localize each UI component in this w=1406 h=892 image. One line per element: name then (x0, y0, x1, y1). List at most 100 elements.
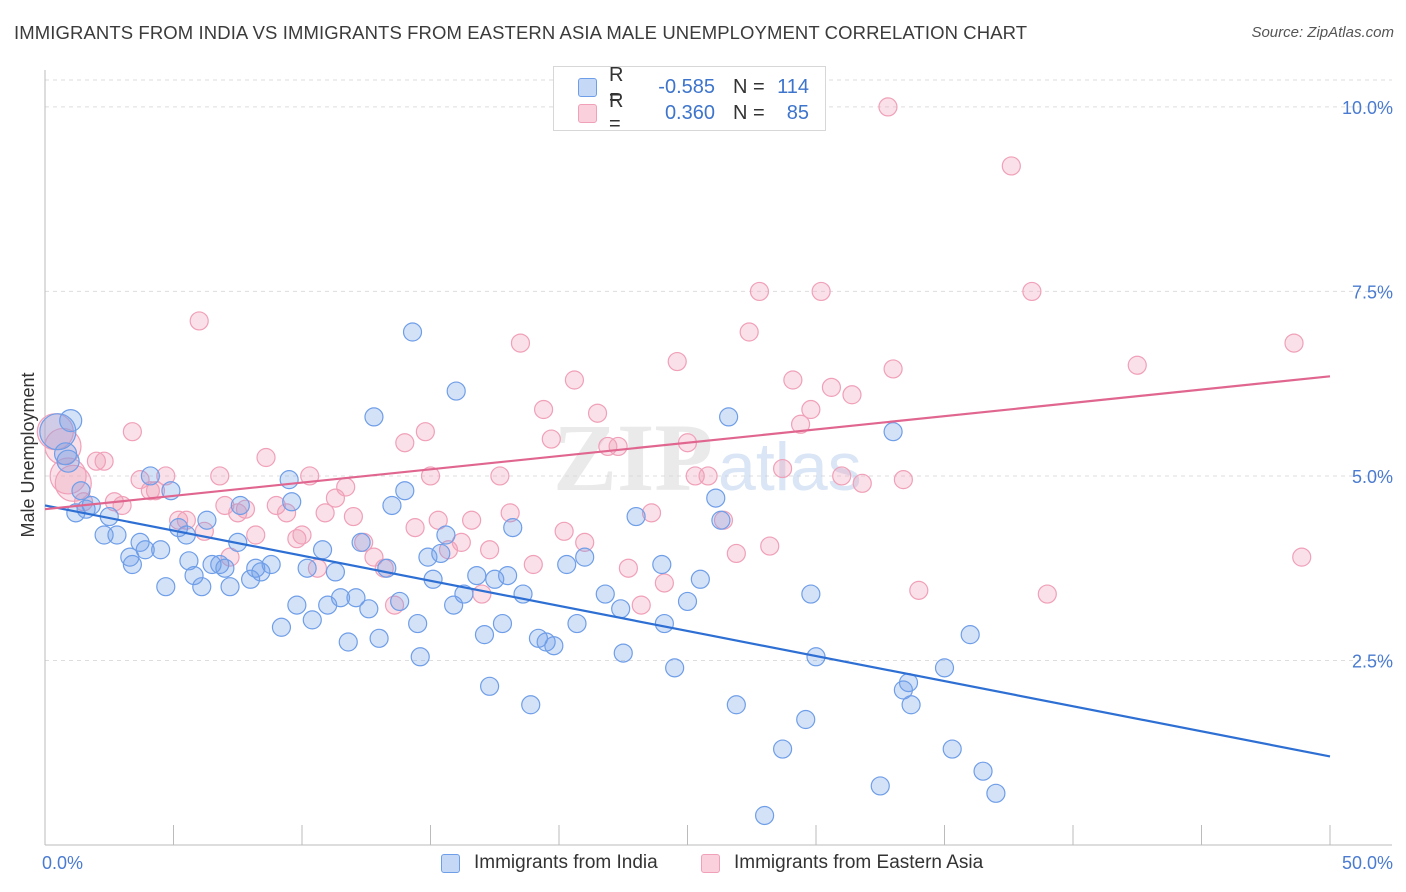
eastern-asia-point (189, 311, 209, 331)
eastern-asia-point (480, 540, 500, 560)
india-point (575, 547, 595, 567)
india-point (726, 695, 746, 715)
legend-r-value: 0.360 (664, 101, 715, 124)
india-point (613, 643, 633, 663)
watermark: ZIP atlas (553, 404, 862, 511)
eastern-asia-point (287, 529, 307, 549)
india-point (120, 547, 140, 567)
trend-lines (44, 375, 1331, 758)
eastern-asia-point (667, 351, 687, 372)
eastern-asia-swatch (701, 853, 720, 873)
eastern-asia-point (140, 481, 160, 501)
eastern-asia-point (395, 433, 415, 453)
india-points (39, 322, 1006, 826)
india-point (261, 554, 281, 575)
india-point (934, 658, 955, 678)
eastern-asia-points (36, 97, 1312, 615)
y-axis-label: Male Unemployment (18, 372, 38, 537)
india-point (485, 569, 505, 589)
eastern-asia-point (343, 506, 363, 527)
india-point (418, 547, 438, 567)
eastern-asia-point (490, 466, 510, 486)
india-point (215, 558, 235, 578)
chart-title: IMMIGRANTS FROM INDIA VS IMMIGRANTS FROM… (14, 22, 1028, 43)
legend-r-label: R = (609, 90, 624, 135)
india-point (796, 709, 816, 730)
india-point (359, 599, 379, 619)
india-point (338, 632, 358, 652)
india-point (302, 610, 322, 630)
legend-item-eastern-asia[interactable]: Immigrants from Eastern Asia (701, 852, 983, 874)
india-point (325, 562, 346, 582)
india-point (241, 569, 261, 589)
watermark-zip: ZIP (553, 404, 713, 511)
india-point (521, 695, 541, 715)
india-point (382, 495, 402, 516)
eastern-asia-point (415, 422, 435, 442)
india-point (297, 558, 317, 578)
eastern-asia-point (462, 510, 482, 530)
india-point (626, 506, 646, 527)
india-point (251, 562, 271, 582)
legend-n-value: 114 (777, 75, 809, 98)
india-point (197, 510, 217, 530)
india-point (446, 381, 466, 401)
eastern-asia-point (1292, 547, 1312, 567)
india-point (410, 647, 430, 667)
eastern-asia-point (726, 543, 746, 564)
source-label: Source: ZipAtlas.com (1251, 24, 1394, 41)
india-point (870, 776, 890, 796)
india-point (690, 569, 710, 589)
legend-r-value: -0.585 (658, 75, 715, 98)
eastern-asia-point (472, 584, 492, 604)
india-point (567, 613, 587, 634)
india-point (454, 584, 474, 604)
eastern-asia-point (523, 554, 543, 575)
y-tick-label: 2.5% (1352, 651, 1393, 671)
eastern-asia-point (336, 477, 356, 497)
india-point (474, 625, 495, 645)
india-point (364, 407, 384, 427)
india-point (156, 577, 176, 597)
india-point (202, 554, 222, 575)
india-point (942, 739, 962, 759)
eastern-asia-point (641, 503, 662, 523)
eastern-asia-point (276, 503, 297, 523)
india-point (503, 518, 523, 538)
india-point (330, 588, 351, 608)
india-point (107, 525, 127, 545)
india-point (719, 407, 739, 427)
india-point (230, 495, 250, 516)
eastern-asia-point (428, 510, 448, 530)
legend-label-eastern-asia: Immigrants from Eastern Asia (734, 852, 984, 873)
x-tick-label: 0.0% (42, 853, 83, 873)
eastern-asia-point (883, 359, 903, 379)
eastern-asia-point (852, 473, 872, 493)
legend-item-india[interactable]: Immigrants from India (441, 852, 658, 874)
india-point (179, 551, 199, 571)
y-tick-label: 5.0% (1352, 467, 1393, 487)
india-point (122, 554, 142, 575)
legend-n-value: 85 (786, 101, 809, 124)
india-point (431, 543, 451, 564)
india-point (71, 481, 91, 501)
eastern-asia-point (176, 510, 196, 530)
eastern-asia-point (292, 525, 312, 545)
eastern-asia-point (315, 503, 335, 523)
eastern-asia-point (156, 466, 176, 486)
india-point (271, 617, 292, 637)
eastern-asia-point (821, 377, 842, 397)
eastern-asia-point (1284, 333, 1304, 353)
india-point (390, 591, 410, 612)
india-point (960, 625, 980, 645)
eastern-asia-swatch (578, 103, 597, 123)
eastern-asia-point (801, 399, 821, 420)
x-tick-label: 50.0% (1342, 853, 1393, 873)
eastern-asia-point (1037, 584, 1057, 604)
india-point (754, 805, 775, 826)
india-point (279, 470, 299, 490)
eastern-asia-point (631, 595, 651, 615)
eastern-asia-point (909, 580, 929, 600)
eastern-asia-point (220, 547, 240, 567)
